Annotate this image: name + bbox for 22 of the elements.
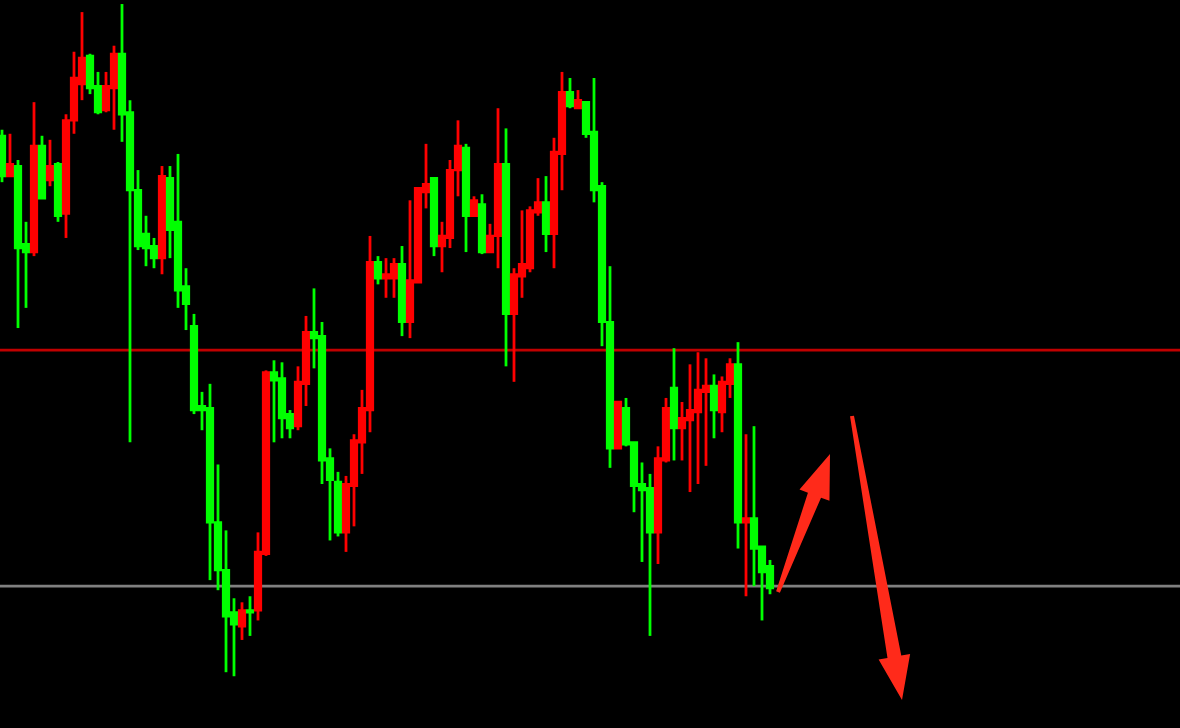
- candlestick: [573, 88, 583, 110]
- candlestick: [381, 256, 391, 300]
- candlestick: [693, 350, 703, 486]
- candlestick: [613, 400, 623, 450]
- candlestick: [709, 373, 719, 440]
- candlestick: [469, 194, 479, 218]
- candlestick: [109, 44, 119, 132]
- candlestick: [0, 128, 7, 184]
- candlestick: [245, 594, 255, 638]
- candlestick: [565, 76, 575, 110]
- candlestick: [477, 192, 487, 256]
- candlestick: [741, 432, 751, 598]
- candlestick: [749, 424, 759, 588]
- candlestick: [237, 600, 247, 642]
- candlestick: [5, 132, 15, 178]
- candlestick: [269, 358, 279, 444]
- candlestick: [541, 174, 551, 254]
- candlestick: [277, 360, 287, 440]
- candlestick: [373, 254, 383, 286]
- candlestick: [389, 256, 399, 300]
- candlestick: [669, 346, 679, 462]
- candlestick: [45, 138, 55, 188]
